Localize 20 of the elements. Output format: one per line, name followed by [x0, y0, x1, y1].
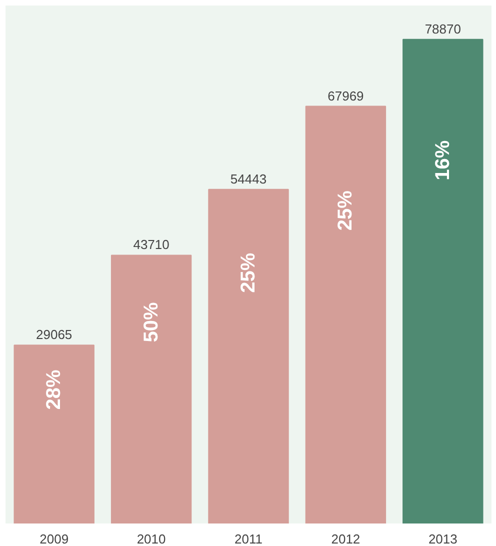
bar	[14, 344, 94, 524]
x-tick-label: 2010	[136, 532, 166, 546]
x-tick-label: 2009	[40, 532, 69, 546]
bar	[402, 38, 484, 524]
data-label: 43710	[133, 237, 170, 252]
bar	[208, 188, 289, 524]
x-tick-label: 2011	[234, 532, 262, 546]
annotation: 25%	[334, 190, 357, 231]
data-label: 54443	[230, 171, 267, 186]
annotation: 25%	[238, 252, 260, 293]
data-label: 67969	[328, 88, 364, 104]
data-label: 29065	[36, 327, 72, 342]
bar	[305, 106, 386, 524]
annotation: 28%	[43, 369, 66, 410]
data-label: 78870	[424, 21, 461, 36]
x-tick-label: 2012	[331, 532, 360, 546]
annotation: 50%	[140, 302, 162, 342]
x-tick-label: 2013	[428, 532, 458, 546]
bar	[110, 254, 192, 524]
annotation: 16%	[432, 140, 454, 180]
